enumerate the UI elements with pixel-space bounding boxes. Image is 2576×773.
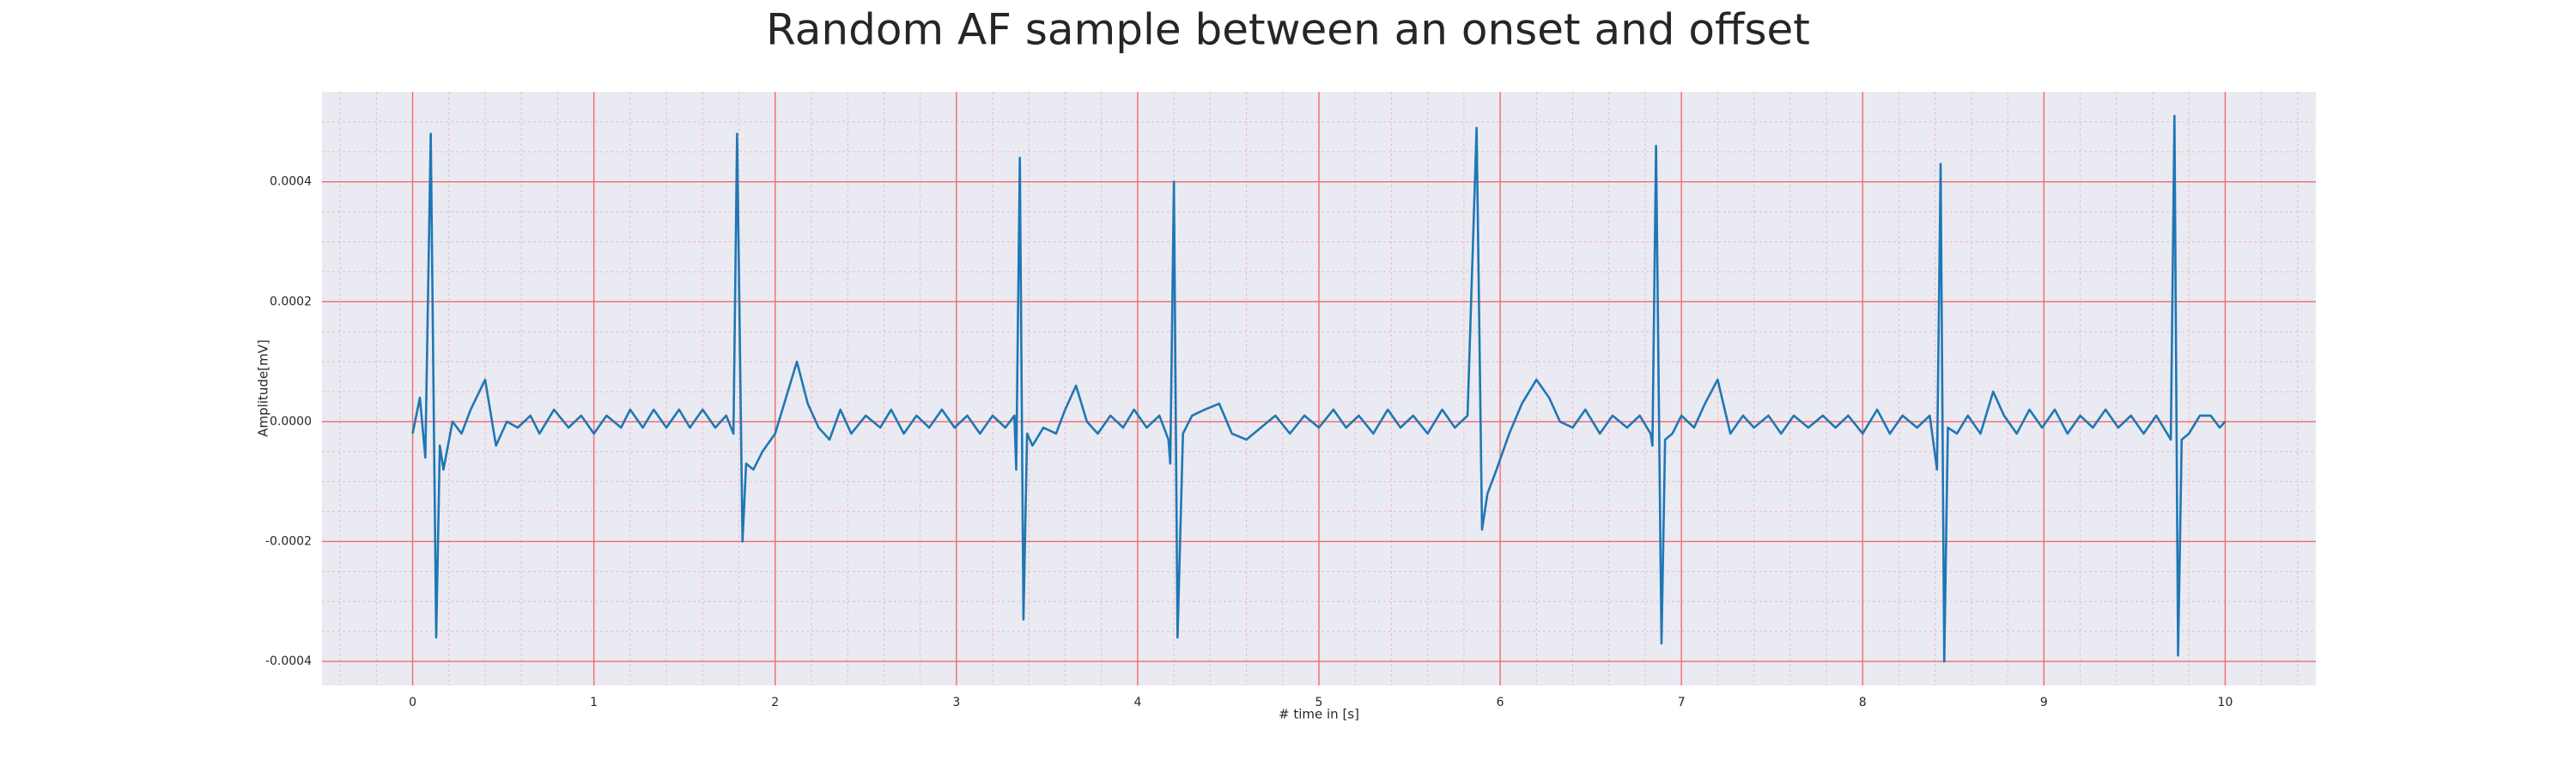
x-tick-label: 2 [771, 696, 779, 709]
y-tick-label: 0.0000 [270, 415, 312, 429]
x-tick-label: 6 [1497, 696, 1504, 709]
x-tick-label: 3 [952, 696, 960, 709]
y-tick-label: 0.0002 [270, 295, 312, 308]
x-tick-label: 1 [590, 696, 598, 709]
y-axis-label: Amplitude[mV] [256, 339, 271, 436]
x-tick-label: 8 [1859, 696, 1867, 709]
chart-title: Random AF sample between an onset and of… [766, 5, 1810, 55]
x-tick-label: 4 [1133, 696, 1141, 709]
y-tick-label: 0.0004 [270, 175, 312, 189]
y-tick-label: -0.0002 [265, 534, 312, 548]
y-tick-label: -0.0004 [265, 654, 312, 668]
x-tick-label: 10 [2218, 696, 2233, 709]
x-axis-label: # time in [s] [1279, 707, 1359, 722]
x-tick-label: 0 [409, 696, 416, 709]
x-tick-label: 9 [2040, 696, 2048, 709]
signal-line [411, 114, 2227, 663]
x-tick-label: 5 [1315, 696, 1323, 709]
x-tick-label: 7 [1678, 696, 1686, 709]
